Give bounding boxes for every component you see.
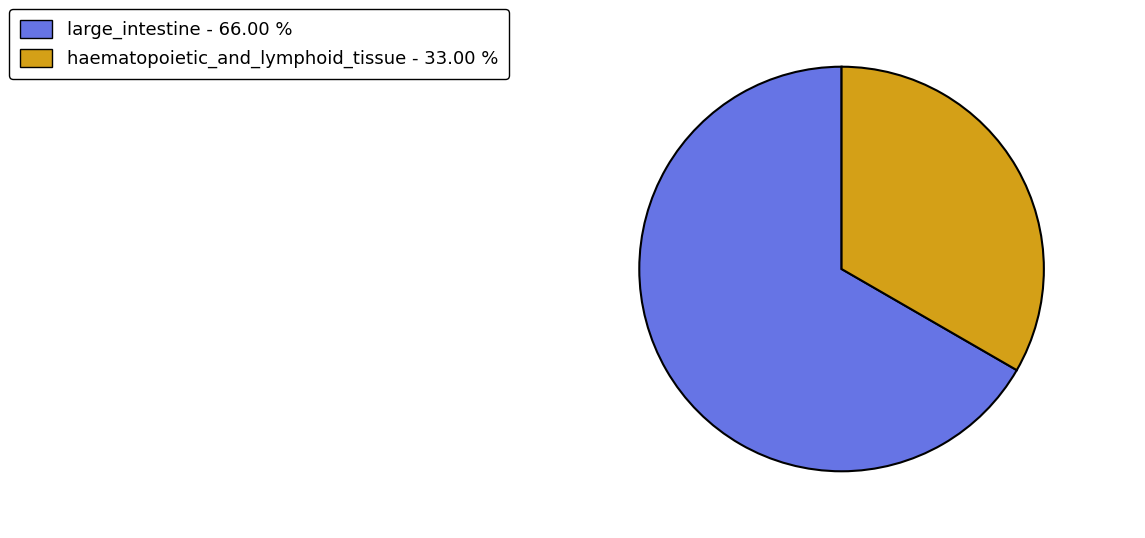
Legend: large_intestine - 66.00 %, haematopoietic_and_lymphoid_tissue - 33.00 %: large_intestine - 66.00 %, haematopoieti… <box>9 9 510 79</box>
Wedge shape <box>639 67 1017 471</box>
Wedge shape <box>842 67 1044 370</box>
